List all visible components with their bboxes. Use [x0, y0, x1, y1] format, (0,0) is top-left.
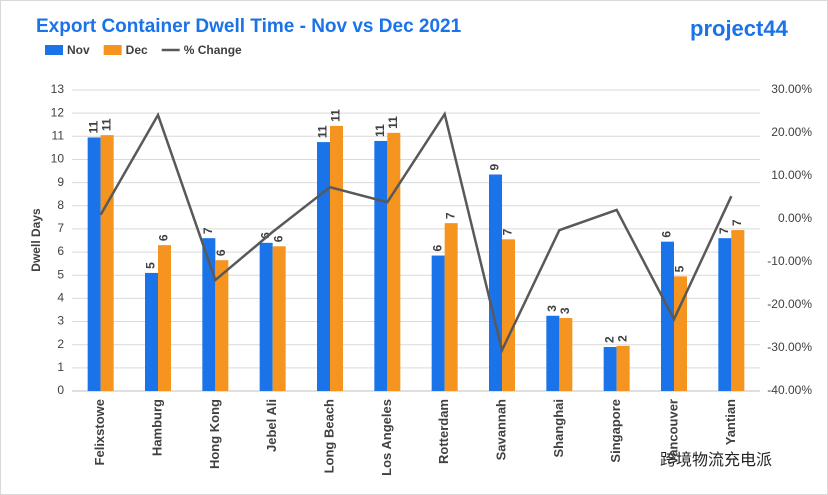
x-tick-label: Felixstowe [92, 399, 107, 465]
y-tick-label: 11 [52, 128, 65, 142]
y2-tick-label: 0.00% [778, 211, 812, 225]
value-label: 11 [386, 116, 400, 129]
value-label: 7 [730, 219, 744, 226]
bar [100, 135, 114, 391]
bar [559, 318, 573, 391]
bar [674, 276, 687, 391]
value-label: 2 [615, 335, 629, 342]
bar [489, 174, 502, 391]
bar [87, 137, 101, 391]
x-tick-label: Long Beach [321, 399, 336, 473]
bar [546, 315, 560, 391]
y-tick-label: 2 [57, 337, 64, 351]
x-tick-label: Vancouver [665, 399, 680, 465]
y2-tick-label: -30.00% [767, 340, 812, 354]
x-tick-label: Jebel Ali [264, 399, 279, 452]
bar [215, 260, 229, 391]
legend-swatch [45, 45, 63, 55]
y2-tick-label: -10.00% [767, 254, 812, 268]
bar [718, 238, 732, 391]
bar [259, 242, 273, 391]
value-label: 7 [201, 227, 215, 234]
value-label: 11 [86, 120, 100, 133]
y2-tick-label: 20.00% [771, 125, 812, 139]
y-tick-label: 0 [57, 383, 64, 397]
value-label: 5 [144, 262, 158, 269]
legend-label: % Change [184, 43, 242, 57]
value-label: 11 [99, 118, 113, 131]
y2-tick-label: -40.00% [767, 383, 812, 397]
y-tick-label: 7 [57, 221, 64, 235]
y-tick-label: 6 [57, 244, 64, 258]
x-tick-label: Rotterdam [436, 399, 451, 464]
y2-tick-label: 10.00% [771, 168, 812, 182]
y-tick-label: 10 [51, 152, 65, 166]
chart-title: Export Container Dwell Time - Nov vs Dec… [36, 16, 462, 37]
y2-tick-label: -20.00% [767, 297, 812, 311]
bar [272, 246, 286, 391]
x-tick-label: Los Angeles [379, 399, 394, 476]
y-tick-label: 9 [57, 175, 64, 189]
value-label: 3 [545, 305, 559, 312]
y-tick-label: 4 [57, 291, 64, 305]
legend-swatch [103, 45, 122, 55]
bar [603, 347, 617, 391]
x-tick-label: Savannah [493, 399, 508, 460]
value-label: 6 [258, 232, 272, 239]
bar [387, 132, 401, 392]
y-axis-label: Dwell Days [29, 208, 43, 272]
x-tick-label: Yantian [723, 399, 738, 445]
y-tick-label: 1 [57, 360, 64, 374]
bar [661, 241, 674, 391]
value-label: 6 [214, 249, 228, 256]
logo: project44 [690, 16, 789, 41]
y-tick-label: 13 [51, 82, 65, 96]
x-tick-label: Hong Kong [207, 399, 222, 469]
value-label: 11 [329, 109, 343, 122]
bar [145, 272, 158, 391]
value-label: 9 [488, 164, 502, 171]
value-label: 5 [673, 265, 687, 272]
value-label: 7 [501, 228, 515, 235]
value-label: 7 [717, 227, 731, 234]
bar [431, 255, 445, 391]
value-label: 11 [373, 124, 387, 137]
x-tick-label: Shanghai [551, 399, 566, 458]
y-tick-label: 8 [57, 198, 64, 212]
legend-label: Dec [126, 43, 148, 57]
value-label: 2 [602, 336, 616, 343]
x-tick-label: Hamburg [149, 399, 164, 456]
x-tick-label: Singapore [608, 399, 623, 463]
bar [317, 142, 330, 391]
bar [202, 238, 216, 391]
legend-label: Nov [67, 43, 90, 57]
value-label: 6 [430, 245, 444, 252]
value-label: 3 [558, 307, 572, 314]
value-label: 11 [316, 125, 330, 138]
bar [616, 345, 630, 391]
y-tick-label: 3 [57, 314, 64, 328]
bar [374, 140, 388, 391]
watermark: 跨境物流充电派 [660, 450, 772, 469]
value-label: 6 [271, 235, 285, 242]
value-label: 7 [443, 212, 457, 219]
bar [444, 223, 458, 391]
y-tick-label: 5 [57, 267, 64, 281]
value-label: 6 [157, 234, 171, 241]
y-tick-label: 12 [51, 105, 65, 119]
bar [158, 245, 171, 391]
value-label: 6 [660, 231, 674, 238]
line [99, 110, 733, 354]
bar [330, 125, 343, 391]
bar [731, 230, 745, 391]
y2-tick-label: 30.00% [771, 82, 812, 96]
bar [502, 239, 515, 391]
